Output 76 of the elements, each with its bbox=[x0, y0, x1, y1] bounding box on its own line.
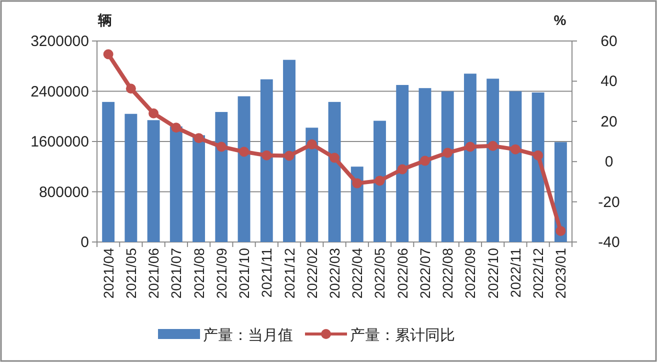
bar bbox=[260, 79, 273, 242]
point bbox=[352, 178, 362, 188]
point bbox=[126, 84, 136, 94]
bar bbox=[147, 120, 160, 242]
bar bbox=[102, 102, 115, 242]
x-tick-label: 2021/11 bbox=[258, 248, 275, 298]
y-tick-label: 0 bbox=[80, 234, 89, 251]
bar bbox=[238, 96, 250, 242]
y2-tick-label: -40 bbox=[598, 234, 620, 251]
x-tick-label: 2021/08 bbox=[190, 248, 207, 299]
x-tick-label: 2021/12 bbox=[281, 248, 298, 299]
bar bbox=[124, 114, 138, 242]
x-tick-label: 2022/03 bbox=[326, 248, 342, 299]
point bbox=[306, 139, 317, 150]
y-axis-title: 辆 bbox=[97, 12, 112, 28]
bar bbox=[170, 126, 182, 242]
point bbox=[262, 150, 272, 160]
legend-label: 产量：累计同比 bbox=[350, 327, 455, 344]
y-tick-label: 3200000 bbox=[30, 33, 89, 50]
y2-tick-label: -20 bbox=[598, 194, 620, 211]
bar bbox=[283, 60, 296, 242]
point bbox=[374, 176, 385, 186]
x-tick-label: 2022/08 bbox=[440, 248, 456, 299]
bar bbox=[396, 84, 409, 242]
bar bbox=[441, 91, 454, 242]
x-tick-label: 2022/07 bbox=[416, 248, 433, 299]
x-tick-label: 2021/04 bbox=[100, 248, 116, 299]
x-tick-label: 2022/05 bbox=[372, 248, 388, 299]
point bbox=[284, 150, 294, 161]
x-tick-label: 2022/09 bbox=[462, 248, 478, 299]
x-tick-label: 2022/12 bbox=[530, 248, 546, 299]
y2-axis-title: % bbox=[554, 12, 567, 28]
point bbox=[171, 122, 182, 133]
x-tick-label: 2021/10 bbox=[236, 248, 252, 299]
x-tick-label: 2022/02 bbox=[304, 248, 320, 299]
x-tick-label: 2022/10 bbox=[484, 248, 501, 299]
x-tick-label: 2021/09 bbox=[213, 248, 230, 299]
y-tick-label: 1600000 bbox=[30, 134, 89, 150]
x-tick-label: 2022/04 bbox=[349, 248, 366, 299]
bar bbox=[418, 88, 432, 242]
point bbox=[330, 152, 340, 163]
y2-tick-label: 60 bbox=[600, 33, 618, 50]
bar bbox=[374, 120, 386, 242]
y2-tick-label: 20 bbox=[600, 113, 618, 130]
y2-tick-label: 40 bbox=[600, 73, 618, 90]
point bbox=[194, 133, 204, 144]
point bbox=[103, 49, 114, 60]
point bbox=[216, 142, 226, 152]
y-tick-label: 2400000 bbox=[30, 83, 89, 100]
point bbox=[148, 108, 159, 118]
x-tick-label: 2021/06 bbox=[146, 248, 162, 299]
bar bbox=[215, 112, 228, 242]
point bbox=[488, 140, 498, 151]
point bbox=[420, 156, 430, 166]
point bbox=[465, 142, 476, 152]
point bbox=[533, 150, 544, 160]
x-tick-label: 2022/06 bbox=[394, 248, 410, 299]
bar bbox=[509, 91, 522, 242]
bar bbox=[192, 135, 206, 242]
bar bbox=[464, 74, 476, 242]
point bbox=[442, 148, 453, 158]
bar bbox=[486, 78, 500, 242]
point bbox=[556, 226, 566, 236]
x-tick-label: 2022/11 bbox=[507, 248, 524, 298]
legend-label: 产量：当月值 bbox=[203, 327, 293, 344]
x-tick-label: 2021/07 bbox=[168, 248, 184, 299]
bar bbox=[328, 102, 341, 242]
y2-tick-label: 0 bbox=[604, 154, 614, 171]
bar bbox=[306, 128, 318, 242]
x-tick-label: 2023/01 bbox=[552, 248, 569, 299]
point bbox=[239, 146, 250, 157]
x-tick-label: 2021/05 bbox=[122, 248, 139, 299]
point bbox=[397, 164, 408, 174]
point bbox=[510, 144, 520, 154]
y-tick-label: 800000 bbox=[38, 184, 89, 201]
bar bbox=[532, 92, 544, 242]
